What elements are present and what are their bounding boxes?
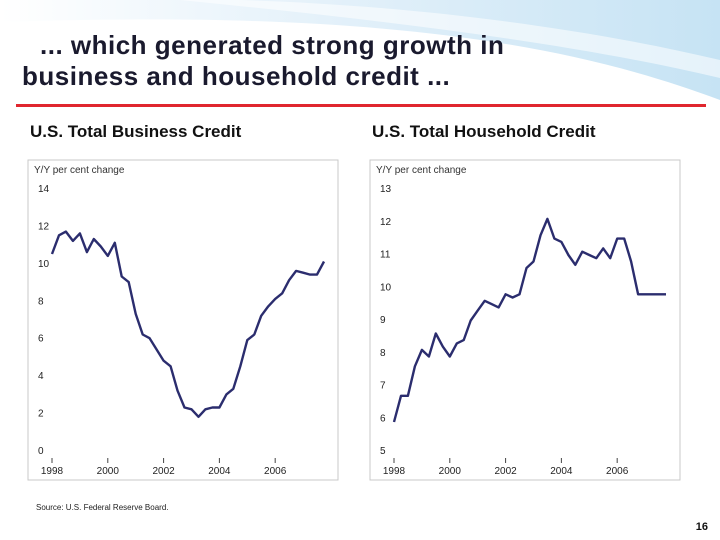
business-y-tick-label: 14 (38, 184, 50, 195)
business-x-tick-label: 2002 (152, 466, 175, 477)
business-series-line (50, 230, 326, 418)
business-plot-frame (27, 159, 339, 481)
household-y-unit-label: Y/Y per cent change (376, 165, 467, 176)
household-y-tick-label: 7 (380, 381, 386, 392)
business-y-tick-label: 0 (38, 446, 44, 457)
household-y-tick-label: 5 (380, 446, 386, 457)
household-x-tick-label: 2002 (494, 466, 517, 477)
business-x-tick-label: 2006 (264, 466, 287, 477)
household-series-line (392, 217, 666, 423)
household-y-tick-label: 8 (380, 348, 386, 359)
business-y-tick-label: 10 (38, 259, 50, 270)
business-y-tick-label: 4 (38, 371, 44, 382)
banner-swoosh-graphic (0, 0, 720, 100)
household-x-tick-label: 2006 (606, 466, 629, 477)
household-y-tick-label: 12 (380, 217, 392, 228)
household-x-tick-label: 1998 (383, 466, 406, 477)
business-credit-heading: U.S. Total Business Credit (30, 122, 242, 141)
source-note: Source: U.S. Federal Reserve Board. (36, 503, 169, 512)
household-x-tick-label: 2004 (550, 466, 573, 477)
page-number: 16 (695, 521, 708, 533)
business-credit-chart: Y/Y per cent change 0 2 4 6 8 10 12 14 1998 2000 20… (27, 159, 339, 481)
business-x-tick-label: 2004 (208, 466, 231, 477)
household-y-tick-label: 11 (380, 250, 391, 261)
household-x-tick-label: 2000 (439, 466, 462, 477)
household-y-tick-label: 10 (380, 282, 392, 293)
business-y-unit-label: Y/Y per cent change (34, 165, 125, 176)
business-x-tick-label: 1998 (41, 466, 64, 477)
household-credit-chart: Y/Y per cent change 5 6 7 8 9 10 11 12 13 1998 2000… (369, 159, 681, 481)
household-y-tick-label: 9 (380, 315, 386, 326)
title-divider (16, 104, 706, 107)
slide-title-line1: ... which generated strong growth in (40, 30, 505, 60)
header-banner (0, 0, 720, 110)
household-y-tick-label: 13 (380, 184, 392, 195)
slide-title: ... which generated strong growth in bus… (22, 30, 504, 92)
household-plot-frame (369, 159, 681, 481)
business-y-tick-label: 8 (38, 296, 44, 307)
household-y-tick-label: 6 (380, 413, 386, 424)
business-x-tick-label: 2000 (97, 466, 120, 477)
household-credit-heading: U.S. Total Household Credit (372, 122, 596, 141)
business-y-tick-label: 6 (38, 334, 44, 345)
business-y-tick-label: 2 (38, 409, 44, 420)
business-y-tick-label: 12 (38, 221, 50, 232)
slide-title-line2: business and household credit ... (22, 61, 451, 91)
